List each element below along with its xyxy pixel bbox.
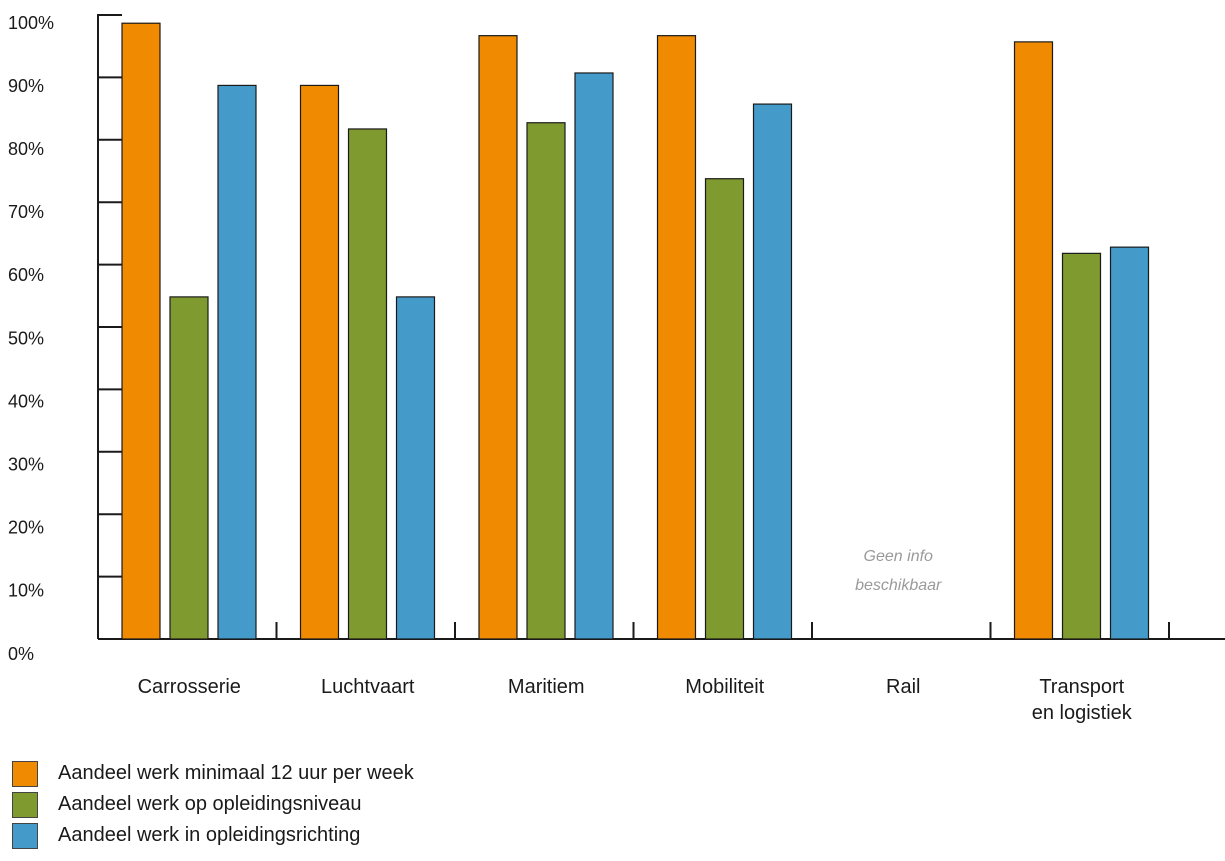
y-tick-label: 60% (8, 265, 44, 285)
y-tick-label: 100% (8, 13, 54, 33)
bar (169, 296, 209, 640)
bar (395, 296, 436, 640)
bar (1013, 41, 1054, 640)
legend-item: Aandeel werk in opleidingsrichting (12, 820, 414, 851)
legend-label: Aandeel werk minimaal 12 uur per week (58, 762, 414, 784)
legend-swatch (12, 822, 38, 849)
bar (347, 128, 388, 640)
y-tick-label: 80% (8, 139, 44, 159)
legend-swatch (12, 791, 38, 818)
bar (1109, 246, 1150, 640)
x-tick-label: Rail (886, 676, 920, 698)
chart-annotations: Geen info beschikbaar (855, 548, 942, 594)
annotation-text: Geen info (864, 548, 933, 565)
x-tick-label: Maritiem (508, 676, 585, 698)
legend-label: Aandeel werk in opleidingsrichting (58, 824, 361, 846)
bar (1061, 252, 1102, 640)
x-tick-label: Transport (1039, 676, 1124, 698)
y-tick-label: 40% (8, 391, 44, 411)
legend-item: Aandeel werk op opleidingsniveau (12, 789, 414, 820)
y-tick-label: 90% (8, 76, 44, 96)
y-tick-label: 20% (8, 518, 44, 538)
bar (299, 84, 340, 640)
bar (478, 35, 518, 640)
legend-swatch (12, 760, 38, 787)
legend-label: Aandeel werk op opleidingsniveau (58, 793, 362, 815)
y-tick-label: 50% (8, 328, 44, 348)
y-tick-label: 30% (8, 454, 44, 474)
bar (752, 103, 793, 640)
chart-legend: Aandeel werk minimaal 12 uur per week Aan… (12, 758, 414, 851)
legend-item: Aandeel werk minimaal 12 uur per week (12, 758, 414, 789)
bar (217, 84, 257, 640)
x-tick-label: Luchtvaart (321, 676, 415, 698)
annotation-text: beschikbaar (855, 577, 942, 594)
y-tick-label: 10% (8, 581, 44, 601)
x-tick-label: en logistiek (1032, 702, 1133, 724)
x-tick-label: Mobiliteit (685, 676, 764, 698)
bar (656, 35, 697, 640)
y-axis-ticks: 0% 10% 20% 30% 40% 50% 60% 70% 80% 90% 100% (8, 13, 122, 664)
bar-chart: 0% 10% 20% 30% 40% 50% 60% 70% 80% 90% 100% Carros… (8, 13, 1225, 724)
x-tick-label: Carrosserie (138, 676, 241, 698)
chart-bars (121, 22, 1150, 640)
x-axis-labels: Carrosserie Luchtvaart Maritiem Mobiliteit R… (138, 676, 1133, 724)
y-tick-label: 70% (8, 202, 44, 222)
bar (704, 178, 745, 640)
y-tick-label: 0% (8, 644, 34, 664)
bar (574, 72, 614, 640)
bar (526, 122, 566, 640)
bar (121, 22, 161, 640)
